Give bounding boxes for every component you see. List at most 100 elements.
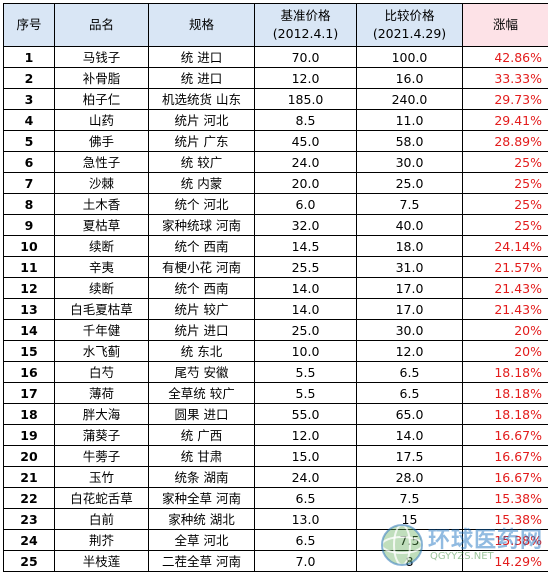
table-row: 24 荆芥 全草 河北 6.5 7.5 15.38% bbox=[3, 529, 548, 551]
cell-index: 21 bbox=[3, 466, 55, 488]
cell-base-price: 13.0 bbox=[254, 508, 357, 530]
cell-compare-price: 17.0 bbox=[356, 277, 463, 299]
cell-base-price: 8.5 bbox=[254, 109, 357, 131]
cell-name: 柏子仁 bbox=[54, 88, 149, 110]
header-base-price-line2: (2012.4.1) bbox=[272, 26, 339, 41]
cell-compare-price: 7.5 bbox=[356, 487, 463, 509]
cell-base-price: 6.5 bbox=[254, 529, 357, 551]
cell-increase: 21.43% bbox=[462, 277, 548, 299]
cell-spec: 统 内蒙 bbox=[148, 172, 255, 194]
cell-spec: 统个 西南 bbox=[148, 235, 255, 257]
cell-compare-price: 28.0 bbox=[356, 466, 463, 488]
cell-increase: 21.43% bbox=[462, 298, 548, 320]
cell-compare-price: 14.0 bbox=[356, 424, 463, 446]
cell-spec: 统个 河北 bbox=[148, 193, 255, 215]
cell-name: 沙棘 bbox=[54, 172, 149, 194]
cell-spec: 机选统货 山东 bbox=[148, 88, 255, 110]
header-compare-price-line1: 比较价格 bbox=[384, 8, 435, 23]
cell-name: 玉竹 bbox=[54, 466, 149, 488]
cell-spec: 统片 广东 bbox=[148, 130, 255, 152]
cell-name: 白芍 bbox=[54, 361, 149, 383]
cell-compare-price: 8 bbox=[356, 550, 463, 572]
cell-name: 补骨脂 bbox=[54, 67, 149, 89]
cell-spec: 统片 较广 bbox=[148, 298, 255, 320]
cell-index: 5 bbox=[3, 130, 55, 152]
cell-increase: 42.86% bbox=[462, 46, 548, 68]
cell-compare-price: 11.0 bbox=[356, 109, 463, 131]
cell-increase: 18.18% bbox=[462, 382, 548, 404]
table-body: 1 马钱子统 进口 70.0 100.0 42.86% 2 补骨脂统 进口 12.0 16.0 3… bbox=[3, 46, 548, 572]
cell-base-price: 14.5 bbox=[254, 235, 357, 257]
cell-name: 白毛夏枯草 bbox=[54, 298, 149, 320]
table-row: 1 马钱子统 进口 70.0 100.0 42.86% bbox=[3, 46, 548, 68]
header-base-price-line1: 基准价格 bbox=[280, 8, 331, 23]
cell-spec: 统片 河北 bbox=[148, 109, 255, 131]
table-row: 20 牛蒡子统 甘肃 15.0 17.5 16.67% bbox=[3, 445, 548, 467]
cell-index: 24 bbox=[3, 529, 55, 551]
table-row: 23 白前 家种统 湖北 13.0 15 15.38% bbox=[3, 508, 548, 530]
header-compare-price: 比较价格 (2021.4.29) bbox=[356, 3, 463, 47]
table-row: 6 急性子统 较广 24.0 30.0 25% bbox=[3, 151, 548, 173]
cell-index: 14 bbox=[3, 319, 55, 341]
cell-compare-price: 17.5 bbox=[356, 445, 463, 467]
cell-base-price: 24.0 bbox=[254, 466, 357, 488]
header-index: 序号 bbox=[3, 3, 55, 47]
cell-spec: 统片 进口 bbox=[148, 319, 255, 341]
table-row: 3 柏子仁 机选统货 山东 185.0 240.0 29.73% bbox=[3, 88, 548, 110]
cell-compare-price: 25.0 bbox=[356, 172, 463, 194]
table-row: 2 补骨脂统 进口 12.0 16.0 33.33% bbox=[3, 67, 548, 89]
cell-name: 续断 bbox=[54, 235, 149, 257]
cell-index: 15 bbox=[3, 340, 55, 362]
cell-base-price: 10.0 bbox=[254, 340, 357, 362]
cell-increase: 21.57% bbox=[462, 256, 548, 278]
cell-spec: 家种统 湖北 bbox=[148, 508, 255, 530]
cell-increase: 16.67% bbox=[462, 466, 548, 488]
cell-base-price: 14.0 bbox=[254, 298, 357, 320]
table-row: 12 续断 统个 西南 14.0 17.0 21.43% bbox=[3, 277, 548, 299]
cell-name: 急性子 bbox=[54, 151, 149, 173]
cell-index: 17 bbox=[3, 382, 55, 404]
cell-base-price: 25.5 bbox=[254, 256, 357, 278]
cell-name: 佛手 bbox=[54, 130, 149, 152]
cell-index: 22 bbox=[3, 487, 55, 509]
cell-spec: 全草 河北 bbox=[148, 529, 255, 551]
cell-spec: 统 进口 bbox=[148, 46, 255, 68]
cell-increase: 33.33% bbox=[462, 67, 548, 89]
cell-increase: 15.38% bbox=[462, 487, 548, 509]
cell-base-price: 25.0 bbox=[254, 319, 357, 341]
cell-increase: 14.29% bbox=[462, 550, 548, 572]
cell-increase: 24.14% bbox=[462, 235, 548, 257]
cell-spec: 统 东北 bbox=[148, 340, 255, 362]
cell-index: 4 bbox=[3, 109, 55, 131]
cell-increase: 18.18% bbox=[462, 361, 548, 383]
cell-increase: 25% bbox=[462, 214, 548, 236]
table-row: 21 玉竹 统条 湖南 24.0 28.0 16.67% bbox=[3, 466, 548, 488]
cell-compare-price: 7.5 bbox=[356, 193, 463, 215]
table-row: 22 白花蛇舌草 家种全草 河南 6.5 7.5 15.38% bbox=[3, 487, 548, 509]
table-row: 19 蒲葵子统 广西 12.0 14.0 16.67% bbox=[3, 424, 548, 446]
cell-base-price: 70.0 bbox=[254, 46, 357, 68]
cell-spec: 统 甘肃 bbox=[148, 445, 255, 467]
cell-base-price: 5.5 bbox=[254, 382, 357, 404]
header-spec: 规格 bbox=[148, 3, 255, 47]
cell-compare-price: 58.0 bbox=[356, 130, 463, 152]
cell-name: 辛夷 bbox=[54, 256, 149, 278]
cell-spec: 全草统 较广 bbox=[148, 382, 255, 404]
cell-compare-price: 240.0 bbox=[356, 88, 463, 110]
cell-name: 牛蒡子 bbox=[54, 445, 149, 467]
cell-spec: 统条 湖南 bbox=[148, 466, 255, 488]
cell-index: 6 bbox=[3, 151, 55, 173]
cell-spec: 统 广西 bbox=[148, 424, 255, 446]
cell-compare-price: 40.0 bbox=[356, 214, 463, 236]
table-row: 15 水飞蓟统 东北 10.0 12.0 20% bbox=[3, 340, 548, 362]
cell-name: 胖大海 bbox=[54, 403, 149, 425]
cell-compare-price: 6.5 bbox=[356, 361, 463, 383]
cell-name: 夏枯草 bbox=[54, 214, 149, 236]
cell-compare-price: 100.0 bbox=[356, 46, 463, 68]
table-row: 18 胖大海 圆果 进口 55.0 65.0 18.18% bbox=[3, 403, 548, 425]
cell-base-price: 24.0 bbox=[254, 151, 357, 173]
cell-spec: 家种全草 河南 bbox=[148, 487, 255, 509]
table-row: 11 辛夷 有梗小花 河南 25.5 31.0 21.57% bbox=[3, 256, 548, 278]
cell-spec: 尾芍 安徽 bbox=[148, 361, 255, 383]
cell-name: 土木香 bbox=[54, 193, 149, 215]
